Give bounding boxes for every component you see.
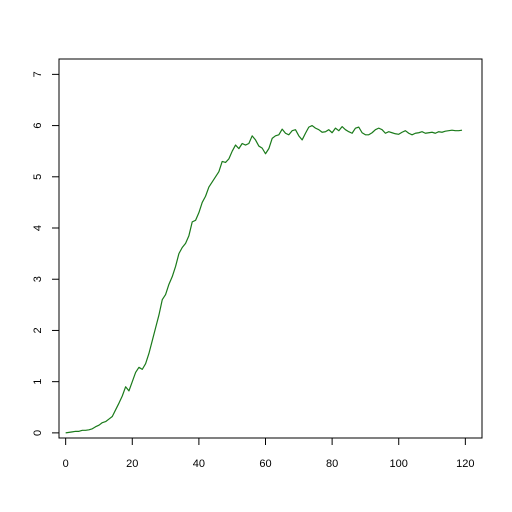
y-tick-label: 0 (32, 430, 44, 436)
x-tick-label: 60 (259, 458, 271, 470)
x-tick-label: 120 (456, 458, 474, 470)
y-tick-label: 6 (32, 123, 44, 129)
y-tick-label: 2 (32, 327, 44, 333)
series-layer (65, 124, 463, 434)
x-tick-label: 100 (390, 458, 408, 470)
y-tick-label: 5 (32, 174, 44, 180)
y-tick-label: 1 (32, 379, 44, 385)
x-tick-label: 0 (63, 458, 69, 470)
y-tick-label: 7 (32, 71, 44, 77)
x-tick-label: 40 (193, 458, 205, 470)
y-axis: 0 1 2 3 4 5 6 7 (32, 71, 60, 436)
y-tick-label: 4 (32, 225, 44, 231)
x-tick-label: 20 (126, 458, 138, 470)
y-tick-label: 3 (32, 276, 44, 282)
x-axis: 0 20 40 60 80 100 120 (63, 437, 475, 470)
x-tick-label: 80 (326, 458, 338, 470)
series-line (65, 124, 463, 434)
